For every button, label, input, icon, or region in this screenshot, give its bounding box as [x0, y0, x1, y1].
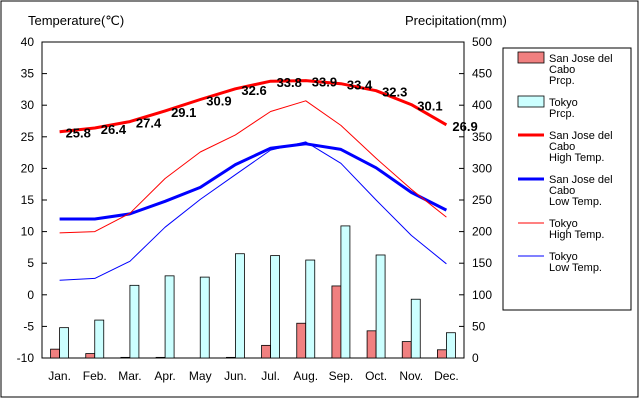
right-tick-label-0: 0	[472, 351, 479, 365]
legend-label-0-2: Prcp.	[549, 75, 575, 87]
data-label-2-8: 33.4	[347, 78, 373, 93]
right-tick-label-1: 50	[472, 319, 486, 333]
data-labels-layer: 25.8 26.4 27.4 29.1 30.9 32.6 33.8 33.9 33.4 32.3…	[66, 75, 478, 141]
x-tick-label-11: Dec.	[434, 369, 459, 383]
x-tick-label-4: May	[189, 369, 212, 383]
bar-0-2	[120, 356, 131, 359]
right-tick-label-9: 450	[472, 67, 492, 81]
bar-1-5	[235, 253, 245, 359]
data-label-2-5: 32.6	[241, 83, 266, 98]
x-tick-label-8: Sep.	[329, 369, 354, 383]
legend-label-2-0: San Jose del	[549, 130, 613, 142]
right-tick-label-8: 400	[472, 98, 492, 112]
legend-label-1-1: Prcp.	[549, 108, 575, 120]
bar-0-9	[366, 330, 377, 359]
right-tick-label-7: 350	[472, 130, 492, 144]
right-tick-label-6: 300	[472, 161, 492, 175]
x-tick-label-5: Jun.	[224, 369, 247, 383]
right-tick-label-4: 200	[472, 225, 492, 239]
legend-label-3-1: Cabo	[549, 185, 575, 197]
left-tick-label-8: 30	[21, 98, 35, 112]
left-tick-label-6: 20	[21, 161, 35, 175]
left-tick-label-0: -10	[17, 351, 35, 365]
left-axis-title: Temperature(℃)	[28, 13, 124, 28]
bar-0-8	[331, 285, 342, 359]
bar-0-10	[401, 341, 412, 359]
bar-1-6	[270, 255, 280, 359]
left-tick-label-4: 10	[21, 225, 35, 239]
legend-label-5-1: Low Temp.	[549, 262, 602, 274]
bar-1-8	[340, 225, 351, 359]
bar-1-7	[305, 259, 316, 359]
legend-label-0-0: San Jose del	[549, 53, 613, 65]
left-tick-label-2: 0	[27, 288, 34, 302]
x-tick-label-6: Jul.	[261, 369, 280, 383]
data-label-2-1: 26.4	[101, 122, 127, 137]
left-tick-label-5: 15	[21, 193, 35, 207]
plot-area	[41, 41, 465, 359]
data-label-2-0: 25.8	[66, 126, 91, 141]
bars-layer	[50, 225, 456, 359]
legend-label-3-2: Low Temp.	[549, 196, 602, 208]
bar-1-0	[59, 327, 69, 359]
bar-1-3	[164, 275, 175, 359]
left-tick-label-10: 40	[21, 35, 35, 49]
bar-1-1	[94, 319, 105, 359]
series-line-4	[59, 100, 447, 234]
bar-1-4	[199, 276, 210, 359]
bar-0-5	[226, 356, 236, 359]
left-tick-label-3: 5	[27, 256, 34, 270]
bar-0-6	[261, 344, 271, 359]
x-tick-label-7: Aug.	[293, 369, 318, 383]
series-line-3	[59, 142, 448, 221]
data-label-2-9: 32.3	[382, 85, 407, 100]
data-label-2-7: 33.9	[312, 75, 337, 90]
right-tick-label-10: 500	[472, 35, 492, 49]
right-tick-label-2: 100	[472, 288, 492, 302]
x-tick-label-10: Nov.	[399, 369, 423, 383]
right-tick-label-3: 150	[472, 256, 492, 270]
right-tick-label-5: 250	[472, 193, 492, 207]
data-label-2-2: 27.4	[136, 116, 162, 131]
x-tick-label-2: Mar.	[118, 369, 141, 383]
data-label-2-3: 29.1	[171, 105, 196, 120]
legend-swatch-0	[517, 51, 545, 64]
legend-label-4-0: Tokyo	[549, 218, 578, 230]
legend-label-5-0: Tokyo	[549, 251, 578, 263]
legend-label-1-0: Tokyo	[549, 97, 578, 109]
bar-0-0	[50, 348, 60, 359]
bar-0-1	[85, 353, 96, 359]
axes-layer: -10-505101520253035400501001502002503003…	[17, 35, 493, 383]
data-label-2-6: 33.8	[277, 75, 302, 90]
legend-label-4-1: High Temp.	[549, 229, 604, 241]
legend-label-0-1: Cabo	[549, 64, 575, 76]
bar-0-11	[437, 349, 447, 359]
series-line-5	[59, 141, 447, 281]
data-label-2-10: 30.1	[417, 99, 442, 114]
bar-1-10	[410, 298, 421, 359]
data-label-2-4: 30.9	[206, 94, 231, 109]
bar-1-9	[375, 254, 386, 359]
series-line-2	[59, 79, 448, 134]
bar-0-7	[296, 322, 307, 359]
legend-label-3-0: San Jose del	[549, 174, 613, 186]
bar-1-2	[129, 284, 140, 359]
bar-0-3	[155, 356, 166, 359]
left-tick-label-9: 35	[21, 67, 35, 81]
left-tick-label-7: 25	[21, 130, 35, 144]
left-tick-label-1: -5	[23, 319, 34, 333]
x-tick-label-1: Feb.	[83, 369, 107, 383]
x-tick-label-9: Oct.	[365, 369, 387, 383]
right-axis-title: Precipitation(mm)	[405, 13, 507, 28]
data-label-2-11: 26.9	[452, 119, 477, 134]
legend-label-2-2: High Temp.	[549, 152, 604, 164]
lines-layer	[59, 79, 448, 281]
legend-label-2-1: Cabo	[549, 141, 575, 153]
x-tick-label-3: Apr.	[154, 369, 175, 383]
x-tick-label-0: Jan.	[48, 369, 71, 383]
legend-swatch-1	[517, 95, 545, 108]
bar-1-11	[446, 332, 456, 359]
